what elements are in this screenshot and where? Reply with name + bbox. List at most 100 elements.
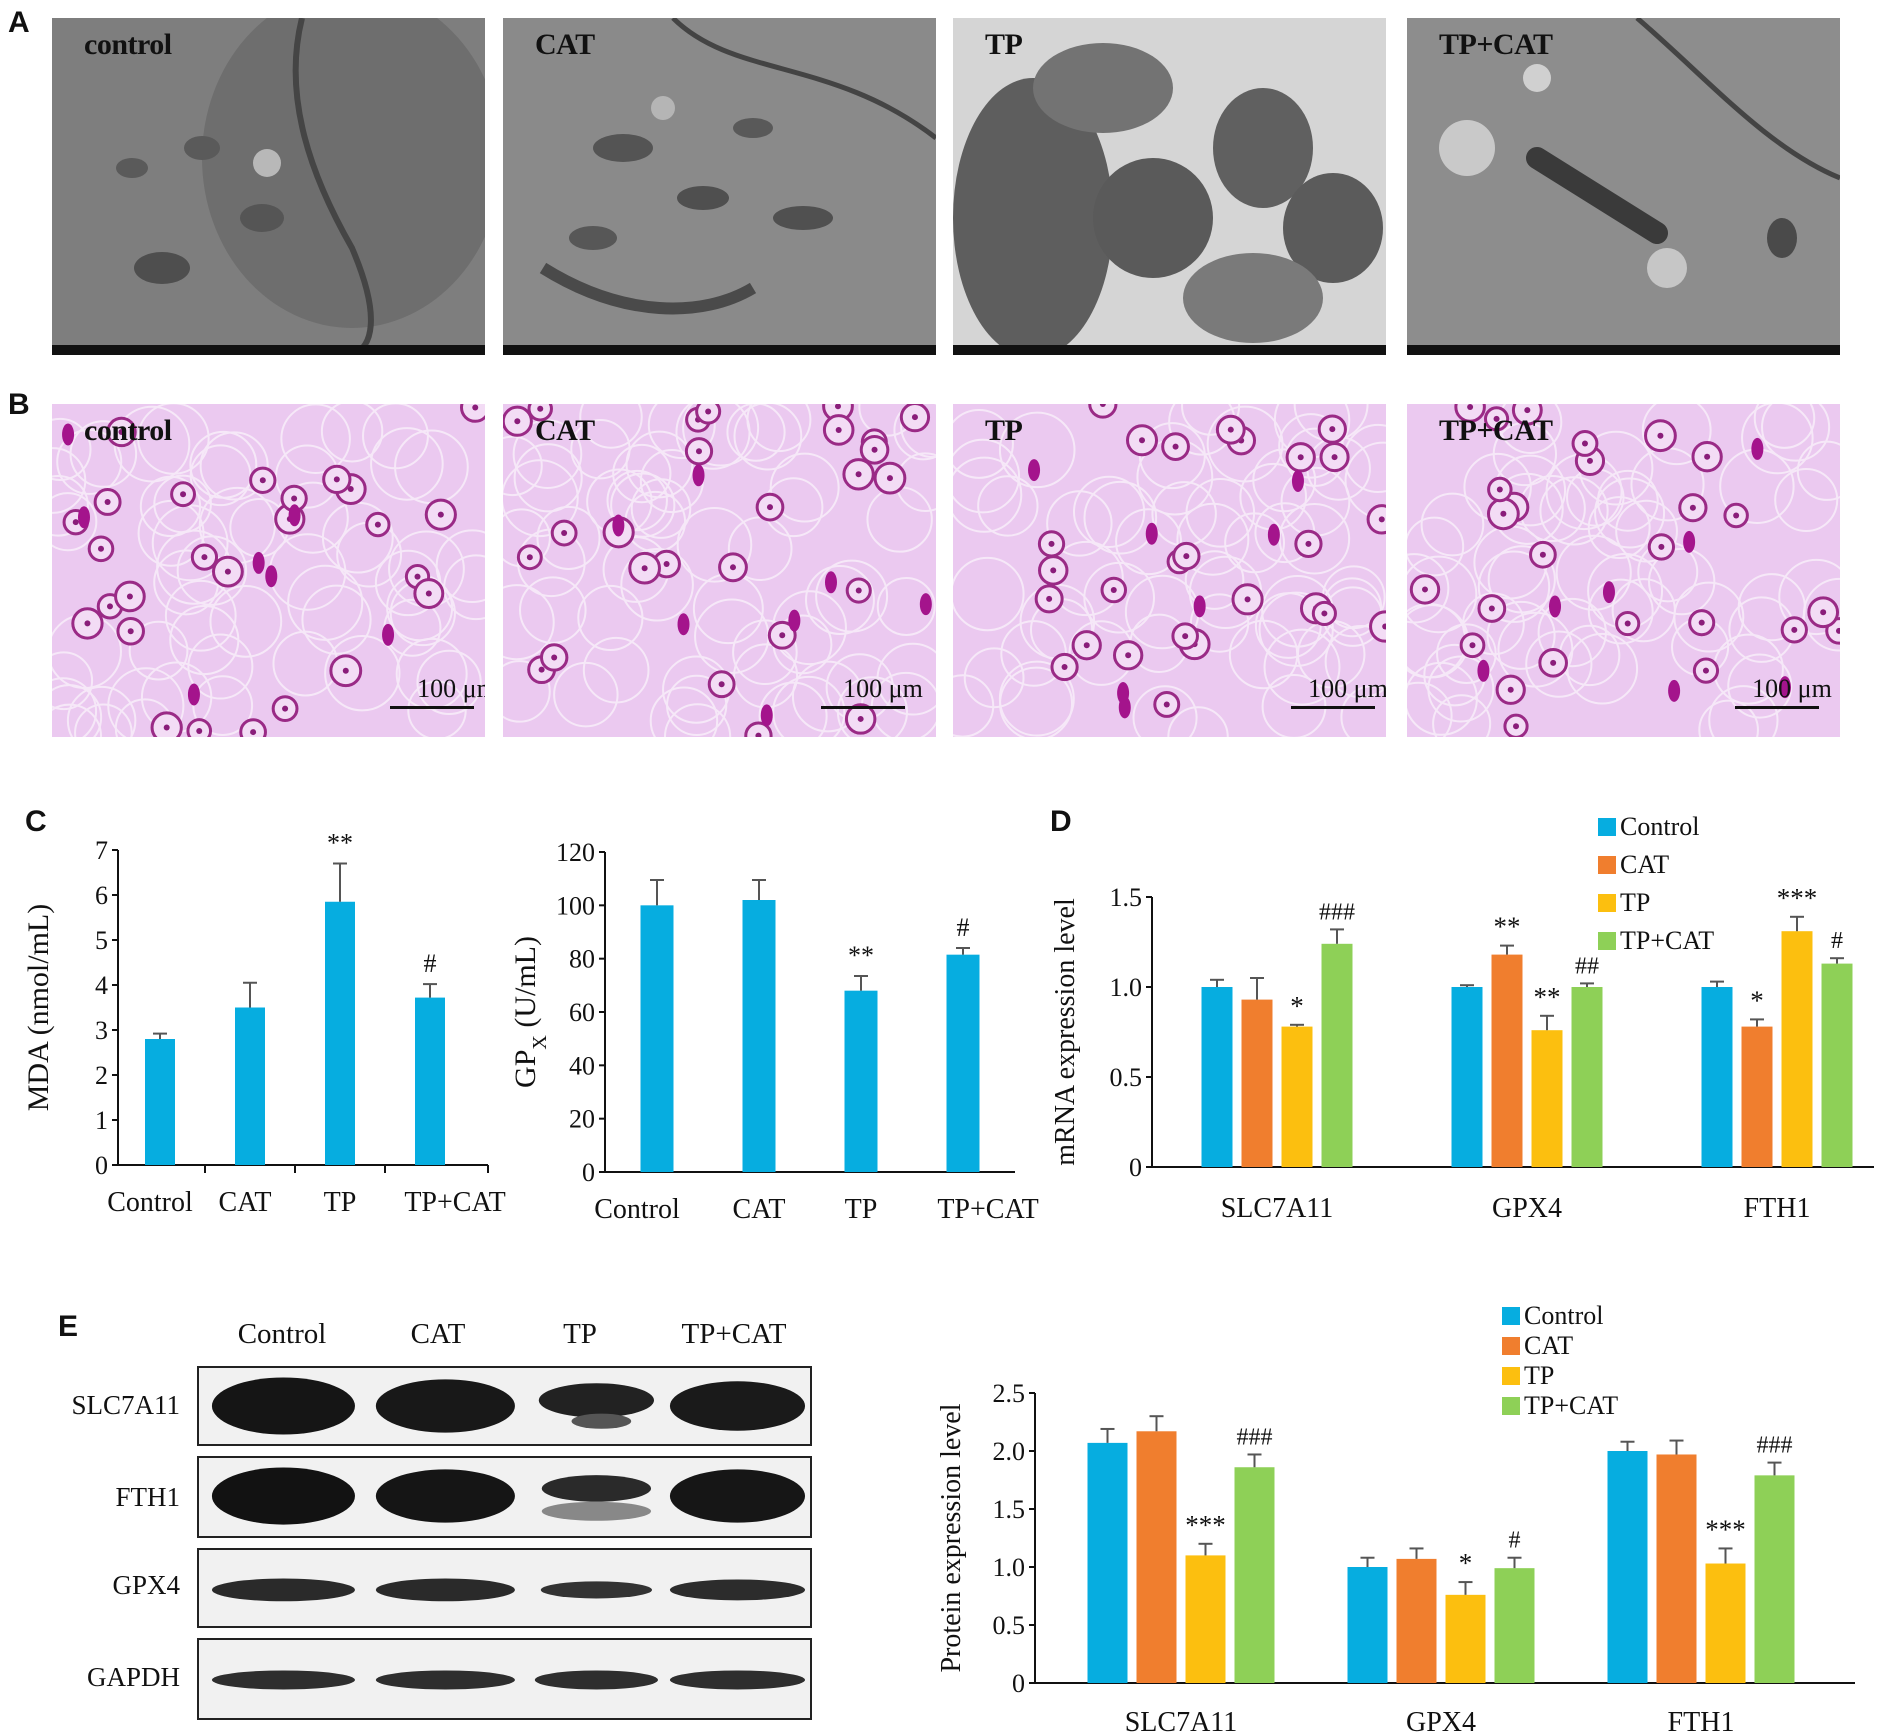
x-tick-label: TP xyxy=(324,1187,357,1218)
cell-outline xyxy=(953,456,1023,533)
legend-swatch xyxy=(1502,1367,1520,1385)
y-tick-label: 120 xyxy=(556,838,595,867)
nucleolus xyxy=(641,565,648,572)
dark-nucleus xyxy=(77,506,90,529)
nucleolus xyxy=(835,426,842,433)
nucleolus xyxy=(1488,605,1495,612)
he-image-tp: TP 100 μm xyxy=(953,404,1386,737)
cell-outline xyxy=(876,642,936,716)
y-tick-label: 1.0 xyxy=(993,1553,1026,1582)
em-image-cat: CAT xyxy=(503,18,936,355)
y-tick-label: 1 xyxy=(95,1106,108,1135)
cell-outline xyxy=(553,661,619,728)
cell-outline xyxy=(1761,404,1831,462)
nucleolus xyxy=(1172,443,1179,450)
nucleolus xyxy=(1125,652,1132,659)
cell-outline xyxy=(953,674,995,737)
cell-outline xyxy=(663,703,732,737)
nucleolus xyxy=(1496,486,1503,493)
cell-outline xyxy=(647,404,716,460)
cell-outline xyxy=(128,620,189,681)
nucleolus xyxy=(705,408,712,415)
significance-mark: # xyxy=(957,913,970,942)
nucleolus xyxy=(250,729,257,736)
nucleolus xyxy=(291,495,298,502)
y-tick-label: 1.5 xyxy=(993,1495,1026,1524)
nucleolus xyxy=(1835,627,1840,634)
y-tick-label: 1.0 xyxy=(1110,973,1143,1002)
nucleolus xyxy=(1624,620,1631,627)
cell-outline xyxy=(998,411,1076,489)
cell-outline xyxy=(1228,619,1299,690)
bar xyxy=(1281,1026,1313,1167)
he-label: control xyxy=(84,414,172,447)
bar xyxy=(415,997,445,1165)
cell-nucleus xyxy=(527,404,553,422)
em-label: CAT xyxy=(535,28,595,61)
cell-outline xyxy=(1132,685,1198,737)
em-image-tp: TP xyxy=(953,18,1386,355)
nucleolus xyxy=(1046,595,1053,602)
bar xyxy=(1185,1555,1226,1683)
cell-outline xyxy=(1420,492,1485,557)
bar xyxy=(1321,943,1353,1167)
nucleolus xyxy=(1820,609,1827,616)
significance-mark: # xyxy=(1509,1528,1521,1554)
em-label: TP xyxy=(985,28,1023,61)
cell-outline xyxy=(370,427,444,501)
bar xyxy=(1396,1558,1437,1683)
nucleolus xyxy=(1305,540,1312,547)
nucleolus xyxy=(755,732,762,737)
cell-outline xyxy=(805,565,875,635)
nucleolus xyxy=(342,667,349,674)
x-tick-label: TP xyxy=(845,1194,878,1225)
cell-outline xyxy=(630,478,692,539)
nucleolus xyxy=(1099,404,1106,408)
y-tick-label: 5 xyxy=(95,926,108,955)
nucleolus xyxy=(472,404,479,411)
legend-swatch xyxy=(1598,856,1616,874)
nucleolus xyxy=(1539,551,1546,558)
nucleolus xyxy=(259,477,266,484)
y-tick-label: 80 xyxy=(569,945,595,974)
nucleolus xyxy=(1061,663,1068,670)
bar xyxy=(1241,999,1273,1167)
cell-outline xyxy=(1432,694,1492,737)
nucleolus xyxy=(1378,516,1385,523)
nucleolus xyxy=(1139,437,1146,444)
cell-outline xyxy=(1774,467,1839,533)
nucleolus xyxy=(1500,510,1507,517)
cell-outline xyxy=(1176,502,1250,576)
nucleolus xyxy=(180,491,187,498)
nucleolus xyxy=(126,593,133,600)
em-footer-bar xyxy=(953,345,1386,355)
nucleolus xyxy=(1658,543,1665,550)
y-tick-label: 3 xyxy=(95,1016,108,1045)
bar xyxy=(1821,963,1853,1167)
nucleolus xyxy=(1048,540,1055,547)
western-blot: Control CAT TP TP+CAT SLC7A11 FTH1 GPX4 xyxy=(0,1300,830,1733)
cell-outline xyxy=(503,584,555,661)
bar xyxy=(1741,1026,1773,1167)
y-tick-label: 2.5 xyxy=(993,1379,1026,1408)
nucleolus xyxy=(663,561,670,568)
legend-swatch xyxy=(1598,932,1616,950)
nucleolus xyxy=(1657,432,1664,439)
legend-label: TP+CAT xyxy=(1524,1391,1618,1420)
em-image-control: control xyxy=(52,18,485,355)
cell-outline xyxy=(791,660,864,733)
y-tick-label: 40 xyxy=(569,1051,595,1080)
cell-outline xyxy=(1462,592,1525,656)
cell-outline xyxy=(758,681,828,737)
x-tick-label: FTH1 xyxy=(1668,1707,1735,1733)
nucleolus xyxy=(1329,426,1336,433)
y-tick-label: 0 xyxy=(582,1158,595,1187)
dark-nucleus xyxy=(288,504,301,527)
cell-outline xyxy=(324,635,401,712)
cell-outline xyxy=(772,675,846,737)
cell-outline xyxy=(1083,561,1156,634)
bar xyxy=(946,954,980,1172)
bar xyxy=(145,1039,175,1165)
em-label: control xyxy=(84,28,172,61)
blot-column-header: Control xyxy=(237,1318,327,1350)
